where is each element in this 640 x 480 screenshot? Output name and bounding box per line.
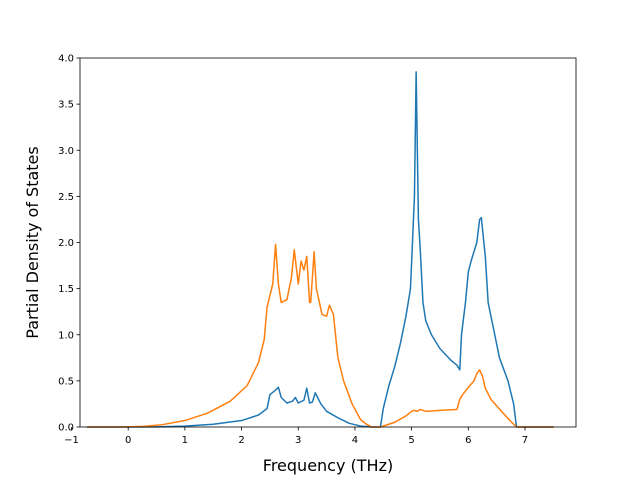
y-tick-label: 0.5 xyxy=(58,376,74,387)
x-tick-label: 1 xyxy=(182,435,188,446)
y-tick-label: 2.5 xyxy=(58,192,74,203)
x-tick-label: 3 xyxy=(295,435,301,446)
y-axis-title: Partial Density of States xyxy=(23,146,42,338)
y-tick-label: 0.0 xyxy=(58,423,74,434)
x-tick-label: −1 xyxy=(64,435,79,446)
y-tick-label: 1.0 xyxy=(58,330,74,341)
y-tick-label: 4.0 xyxy=(58,54,74,65)
x-tick-label: 7 xyxy=(522,435,528,446)
y-tick-label: 1.5 xyxy=(58,284,74,295)
y-tick-label: 2.0 xyxy=(58,238,74,249)
series-line-2 xyxy=(86,243,555,428)
x-tick-label: 2 xyxy=(238,435,244,446)
y-axis: 0.0 0.5 1.0 1.5 2.0 2.5 3.0 3.5 4.0 xyxy=(58,54,80,434)
x-axis: −1 0 1 2 3 4 5 6 7 xyxy=(64,427,528,446)
y-tick-label: 3.5 xyxy=(58,100,74,111)
x-axis-title: Frequency (THz) xyxy=(263,456,393,475)
x-tick-label: 5 xyxy=(408,435,414,446)
y-tick-label: 3.0 xyxy=(58,146,74,157)
series-group xyxy=(86,71,555,428)
x-tick-label: 6 xyxy=(465,435,471,446)
x-tick-label: 0 xyxy=(125,435,131,446)
series-line-1 xyxy=(86,71,555,428)
x-tick-label: 4 xyxy=(352,435,358,446)
